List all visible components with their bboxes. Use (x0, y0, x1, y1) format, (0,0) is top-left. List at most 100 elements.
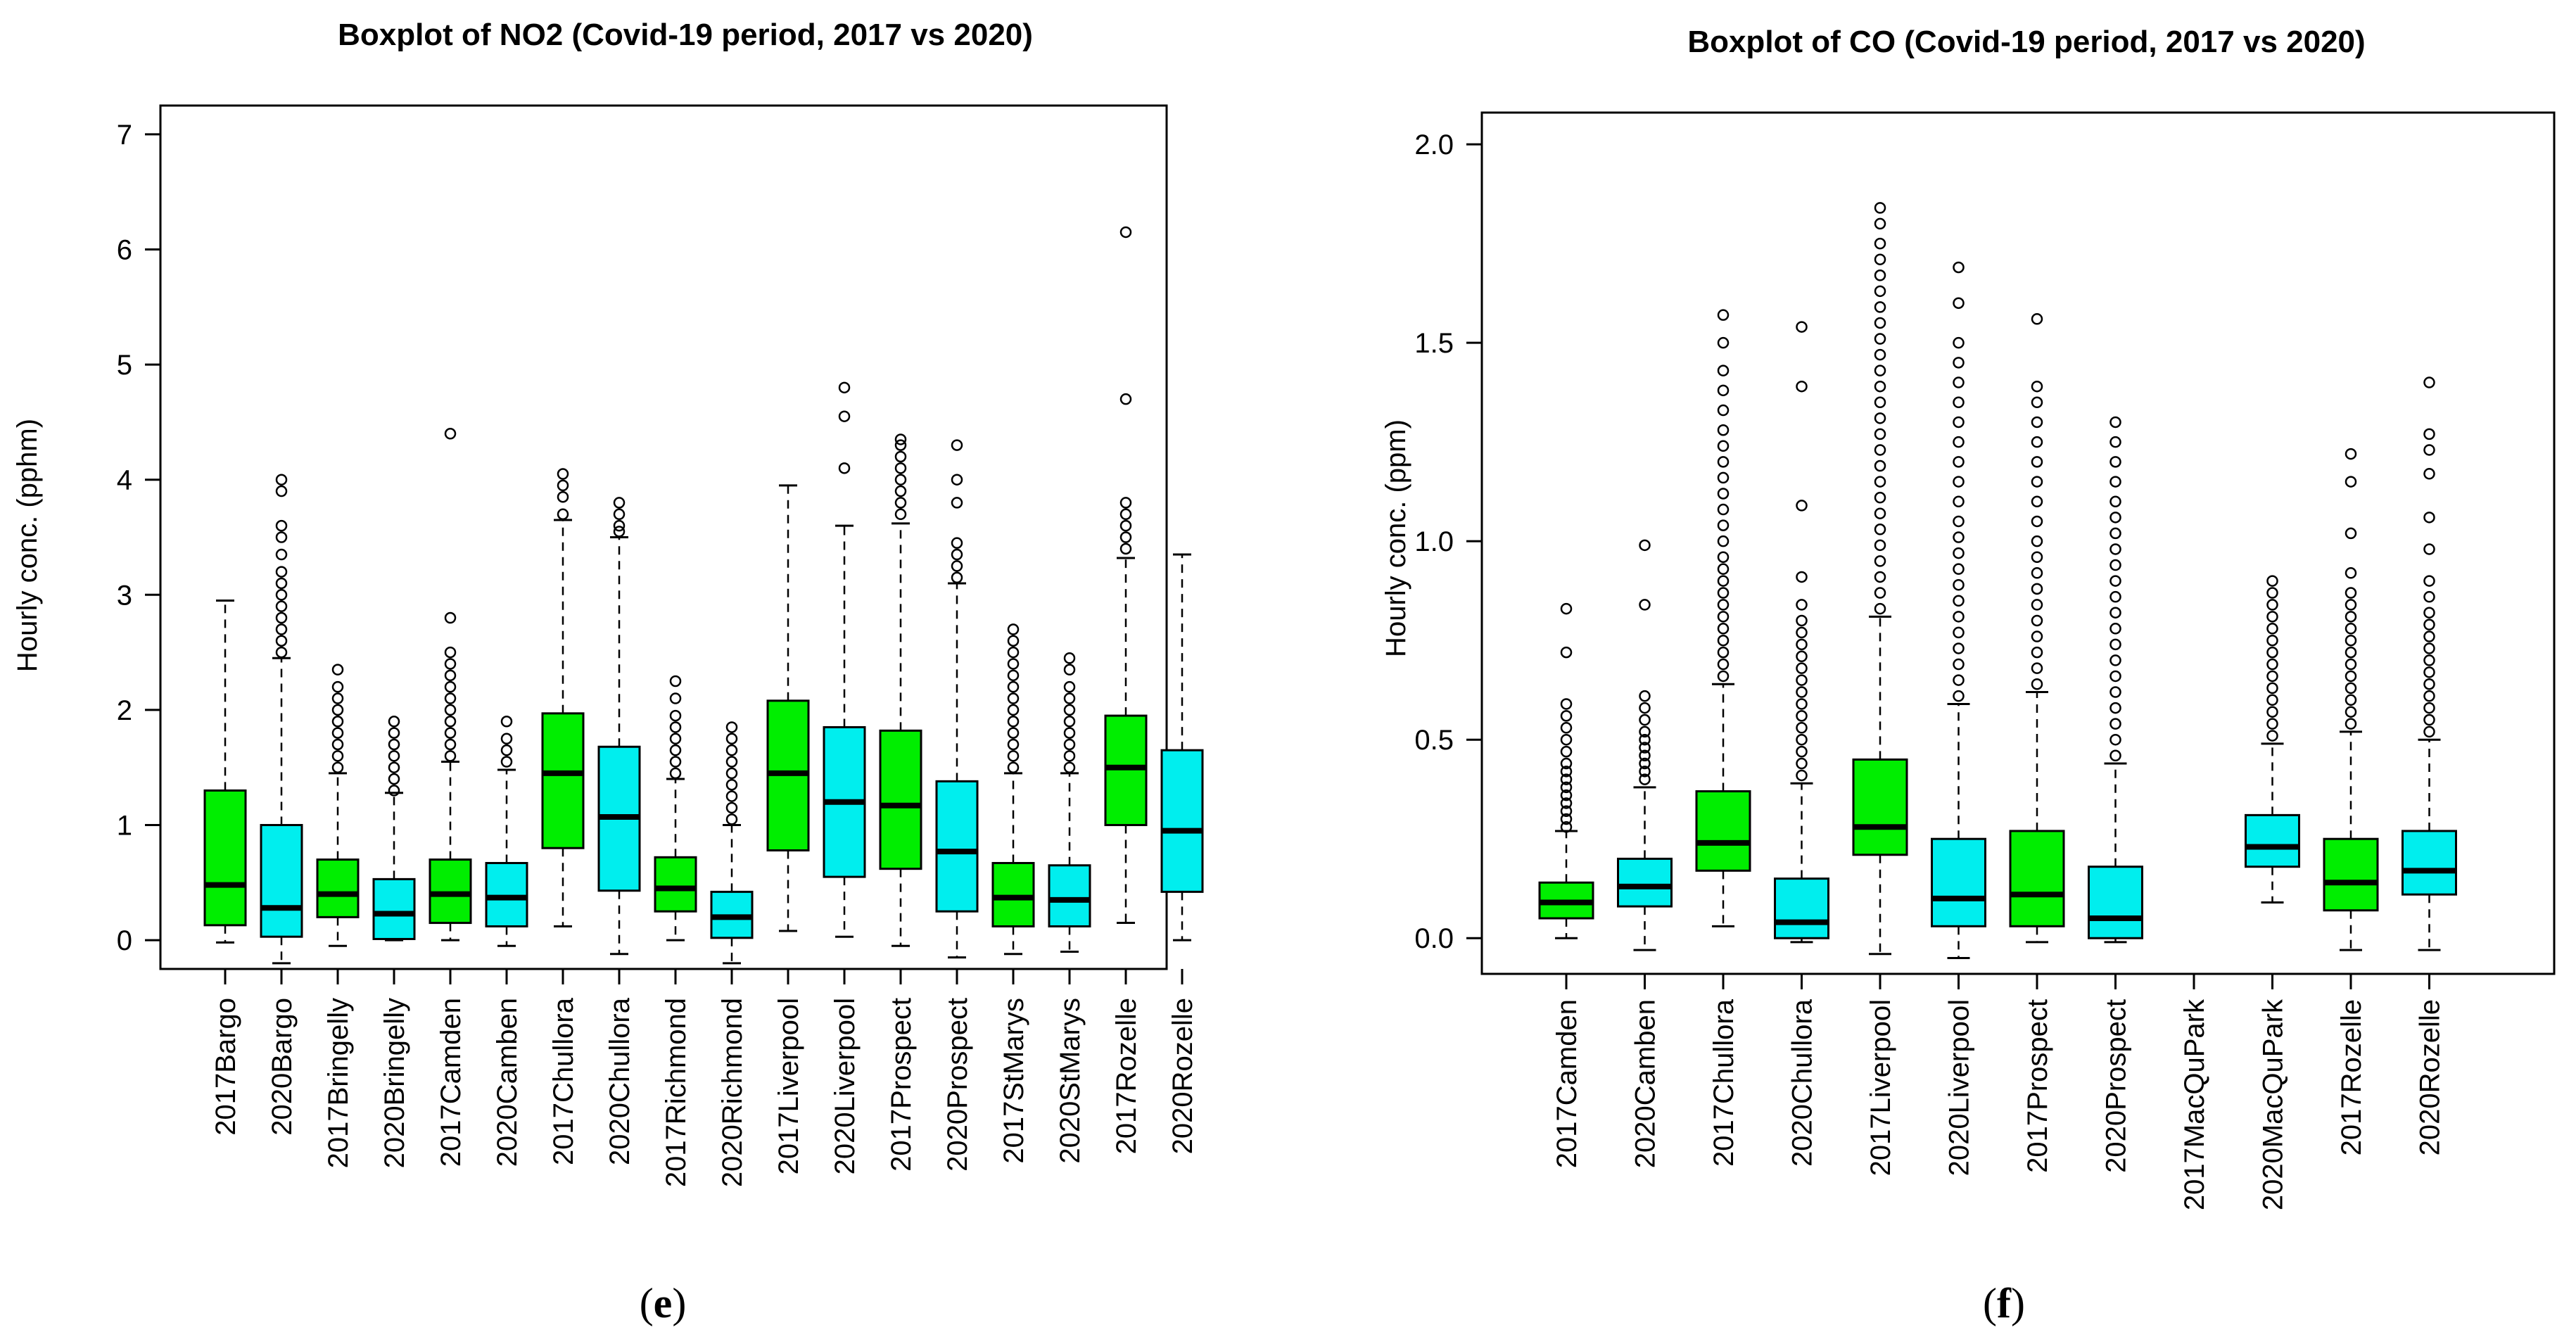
co-plot-frame (1480, 111, 2556, 975)
outlier-point (1796, 638, 1808, 651)
no2-box-2020rozelle (1160, 553, 1204, 942)
iqr-box (2323, 837, 2379, 912)
outlier-point (1007, 623, 1020, 635)
no2-category-label: 2020Liverpool (830, 998, 861, 1174)
outlier-point (838, 381, 851, 394)
outlier-point (2266, 575, 2278, 587)
outlier-point (500, 744, 513, 756)
co-y-axis-label: Hourly conc. (ppm) (1381, 419, 1411, 657)
outlier-point (500, 733, 513, 745)
no2-box-2017chullora (541, 468, 585, 927)
outlier-point (1953, 515, 1965, 528)
outlier-point (1717, 535, 1730, 547)
outlier-point (725, 778, 738, 791)
outlier-point (2345, 599, 2357, 611)
outlier-point (894, 450, 907, 463)
outlier-point (1063, 761, 1076, 773)
outlier-point (1560, 781, 1573, 794)
outlier-point (1953, 456, 1965, 468)
outlier-point (444, 428, 457, 440)
outlier-point (2031, 599, 2043, 611)
outlier-point (838, 462, 851, 474)
outlier-point (2423, 468, 2435, 480)
outlier-point (1639, 539, 1651, 552)
outlier-point (1953, 595, 1965, 607)
iqr-box (2401, 830, 2457, 896)
outlier-point (1874, 301, 1886, 313)
outlier-point (331, 738, 344, 751)
iqr-box (485, 861, 528, 927)
outlier-point (1874, 217, 1886, 230)
outlier-point (1717, 646, 1730, 659)
outlier-point (275, 519, 288, 532)
iqr-box (1617, 857, 1673, 908)
outlier-point (1119, 519, 1132, 532)
outlier-point (2345, 567, 2357, 579)
outlier-point (1560, 757, 1573, 770)
outlier-point (1560, 805, 1573, 817)
outlier-point (2109, 623, 2121, 635)
co-category-label: 2020MacQuPark (2258, 999, 2289, 1210)
outlier-point (2031, 380, 2043, 393)
no2-box-2017liverpool (766, 484, 810, 932)
outlier-point (1796, 674, 1808, 686)
outlier-point (1874, 202, 1886, 214)
outlier-point (725, 767, 738, 780)
no2-category-label: 2017Liverpool (773, 998, 804, 1174)
outlier-point (1953, 396, 1965, 409)
co-category-label: 2017Camden (1552, 999, 1582, 1168)
outlier-point (2423, 444, 2435, 456)
outlier-point (2031, 396, 2043, 409)
outlier-point (1953, 495, 1965, 508)
outlier-point (2266, 658, 2278, 671)
outlier-point (894, 485, 907, 497)
outlier-point (2423, 714, 2435, 726)
outlier-point (388, 750, 400, 762)
outlier-point (1007, 750, 1020, 762)
outlier-point (331, 664, 344, 676)
outlier-point (2109, 575, 2121, 587)
outlier-point (2031, 614, 2043, 627)
outlier-point (275, 646, 288, 659)
outlier-point (2031, 515, 2043, 528)
outlier-point (2345, 527, 2357, 540)
outlier-point (2109, 559, 2121, 571)
outlier-point (2423, 642, 2435, 654)
outlier-point (331, 680, 344, 693)
outlier-point (444, 669, 457, 682)
outlier-point (894, 497, 907, 509)
outlier-point (1953, 336, 1965, 349)
no2-box-2017bringelly (316, 664, 360, 947)
outlier-point (1953, 674, 1965, 686)
outlier-point (1007, 669, 1020, 682)
iqr-box (1695, 790, 1751, 872)
outlier-point (2109, 702, 2121, 714)
co-y-tick-label: 0.0 (1414, 923, 1454, 954)
iqr-box (541, 712, 585, 849)
outlier-point (2266, 611, 2278, 623)
outlier-point (2031, 436, 2043, 448)
outlier-point (275, 600, 288, 612)
outlier-point (1063, 727, 1076, 739)
co-y-tick-label: 0.5 (1414, 725, 1454, 756)
outlier-point (2031, 583, 2043, 595)
co-box-2020camben (1617, 539, 1673, 951)
outlier-point (1796, 380, 1808, 393)
outlier-point (2109, 495, 2121, 508)
no2-box-2020prospect (935, 439, 979, 959)
outlier-point (1874, 491, 1886, 504)
outlier-point (557, 490, 569, 503)
outlier-point (2109, 749, 2121, 762)
outlier-point (1796, 650, 1808, 663)
outlier-point (2423, 630, 2435, 642)
outlier-point (331, 716, 344, 728)
outlier-point (669, 733, 682, 745)
outlier-point (2266, 718, 2278, 730)
outlier-point (388, 716, 400, 728)
outlier-point (1874, 587, 1886, 599)
co-box-2017chullora (1695, 309, 1751, 927)
outlier-point (1639, 773, 1651, 785)
outlier-point (500, 756, 513, 768)
outlier-point (669, 744, 682, 756)
outlier-point (1953, 547, 1965, 559)
